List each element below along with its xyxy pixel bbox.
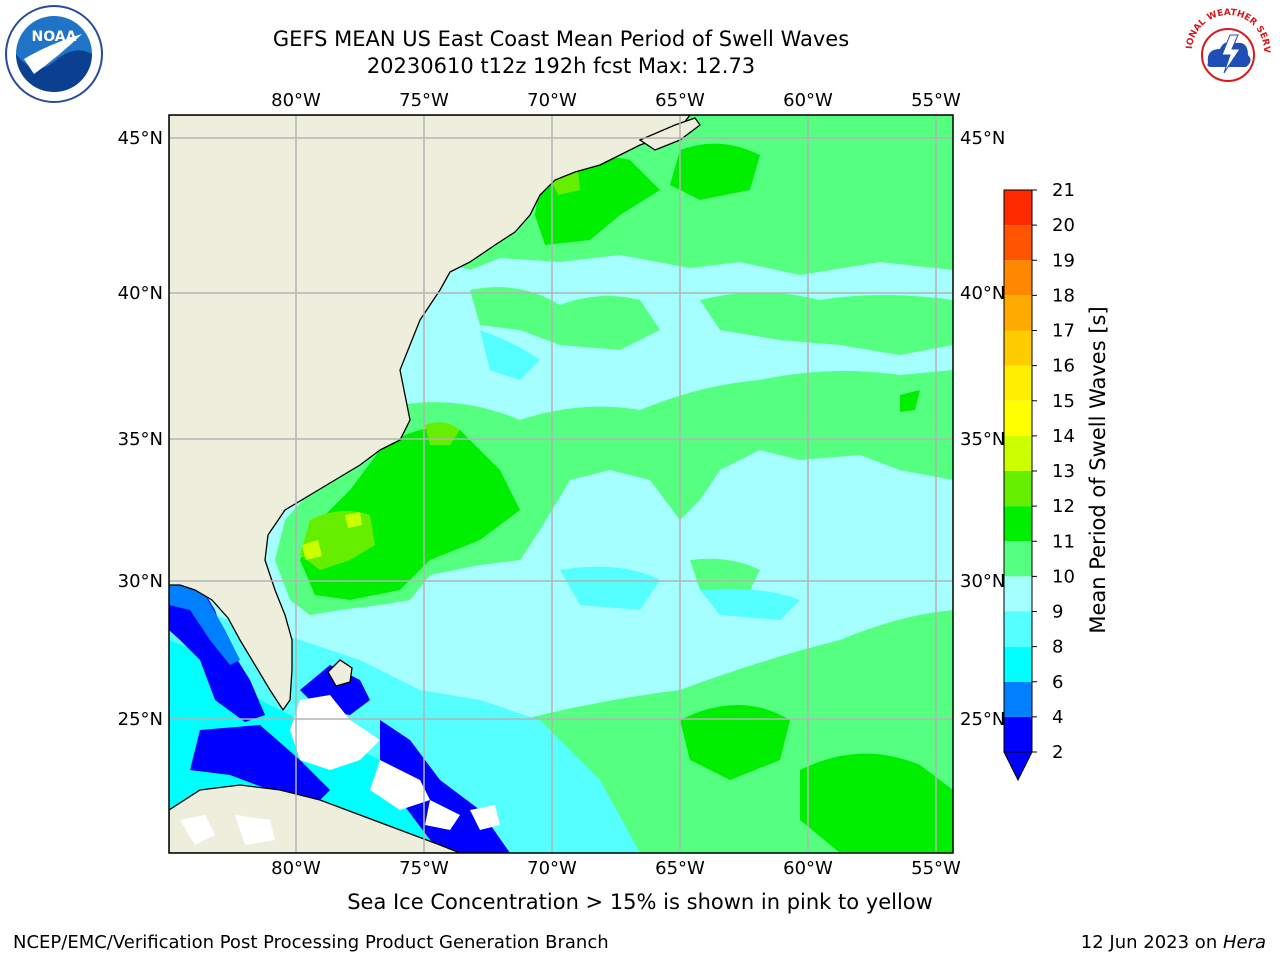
lat-label: 25°N: [118, 709, 163, 730]
lon-label: 80°W: [271, 90, 321, 111]
lon-label: 60°W: [783, 90, 833, 111]
colorbar-tick-label: 10: [1052, 566, 1075, 587]
colorbar-segment: [1004, 260, 1032, 296]
colorbar-tick-label: 11: [1052, 531, 1075, 552]
colorbar-segment: [1004, 330, 1032, 366]
map-frame: [168, 114, 954, 854]
graticule: [169, 115, 953, 853]
colorbar-extend-triangle: [1003, 751, 1033, 782]
footer-date-text: 12 Jun 2023 on: [1080, 932, 1223, 953]
lon-label: 75°W: [399, 858, 449, 879]
colorbar-tick-label: 6: [1052, 672, 1063, 693]
colorbar-tick-label: 9: [1052, 602, 1063, 623]
colorbar-tick-label: 15: [1052, 391, 1075, 412]
lat-label: 30°N: [118, 571, 163, 592]
colorbar-segment: [1004, 716, 1032, 752]
lon-label: 55°W: [911, 90, 961, 111]
lon-label: 75°W: [399, 90, 449, 111]
colorbar-segment: [1004, 295, 1032, 331]
map-area: [169, 115, 953, 853]
lat-label: 40°N: [118, 283, 163, 304]
lon-label: 65°W: [655, 90, 705, 111]
colorbar-segment: [1004, 190, 1032, 226]
colorbar-segment: [1004, 225, 1032, 261]
lon-label: 70°W: [527, 90, 577, 111]
colorbar-tick-label: 12: [1052, 496, 1075, 517]
colorbar-tick-label: 4: [1052, 707, 1063, 728]
footer-credit: NCEP/EMC/Verification Post Processing Pr…: [13, 932, 609, 953]
north-america-land: [169, 115, 691, 712]
lat-label: 40°N: [960, 283, 1005, 304]
lat-label: 35°N: [960, 429, 1005, 450]
lat-label: 35°N: [118, 429, 163, 450]
colorbar-tick-label: 13: [1052, 461, 1075, 482]
no-data-patches: [180, 695, 500, 845]
lat-labels-left: 45°N 40°N 35°N 30°N 25°N: [118, 128, 163, 730]
svg-text:NOAA: NOAA: [32, 29, 77, 45]
chart-subtitle: 20230610 t12z 192h fcst Max: 12.73: [366, 54, 756, 78]
lat-label: 25°N: [960, 709, 1005, 730]
colorbar-segment: [1004, 576, 1032, 612]
footer-date: 12 Jun 2023 on Hera: [1081, 932, 1266, 953]
colorbar-segment: [1004, 506, 1032, 542]
chart-title: GEFS MEAN US East Coast Mean Period of S…: [272, 27, 850, 51]
noaa-logo: NOAA: [4, 4, 104, 108]
sea-ice-note: Sea Ice Concentration > 15% is shown in …: [347, 890, 933, 914]
colorbar-tick-label: 16: [1052, 356, 1075, 377]
colorbar-segment: [1004, 681, 1032, 717]
colorbar-tick-label: 2: [1052, 742, 1063, 763]
bahamas-land: [327, 659, 353, 687]
colorbar-label: Mean Period of Swell Waves [s]: [1086, 306, 1110, 633]
colorbar-segment: [1004, 435, 1032, 471]
lon-labels-top: 80°W 75°W 70°W 65°W 60°W 55°W: [271, 90, 961, 111]
colorbar-tick-label: 19: [1052, 250, 1075, 271]
lat-label: 45°N: [960, 128, 1005, 149]
lon-label: 55°W: [911, 858, 961, 879]
colorbar-tick-label: 14: [1052, 426, 1075, 447]
cuba-land: [169, 784, 461, 853]
colorbar-segment: [1004, 400, 1032, 436]
lon-label: 60°W: [783, 858, 833, 879]
colorbar-tick-label: 8: [1052, 637, 1063, 658]
colorbar: 2 4 6 8 9 10 11 12 13 14 15 16 17 18 19 20 21: [1003, 180, 1075, 782]
land: [169, 115, 701, 853]
colorbar-segment: [1004, 365, 1032, 401]
colorbar-segment: [1004, 611, 1032, 647]
lon-label: 65°W: [655, 858, 705, 879]
lon-labels-bottom: 80°W 75°W 70°W 65°W 60°W 55°W: [271, 858, 961, 879]
colorbar-tick-label: 18: [1052, 285, 1075, 306]
footer-host: Hera: [1222, 932, 1266, 953]
colorbar-segment: [1004, 646, 1032, 682]
swell-12-13-region: [302, 512, 362, 560]
swell-4-6-band: [169, 580, 240, 665]
lat-label: 30°N: [960, 571, 1005, 592]
lon-label: 70°W: [527, 858, 577, 879]
colorbar-tick-label: 20: [1052, 215, 1075, 236]
colorbar-tick-label: 17: [1052, 321, 1075, 342]
lat-label: 45°N: [118, 128, 163, 149]
colorbar-segment: [1004, 471, 1032, 507]
colorbar-tick-label: 21: [1052, 180, 1075, 201]
nws-logo: NATIONAL WEATHER SERVICE: [1174, 0, 1278, 101]
lat-labels-right: 45°N 40°N 35°N 30°N 25°N: [960, 128, 1005, 730]
lon-label: 80°W: [271, 858, 321, 879]
nova-scotia-land: [638, 117, 701, 151]
colorbar-segment: [1004, 541, 1032, 577]
